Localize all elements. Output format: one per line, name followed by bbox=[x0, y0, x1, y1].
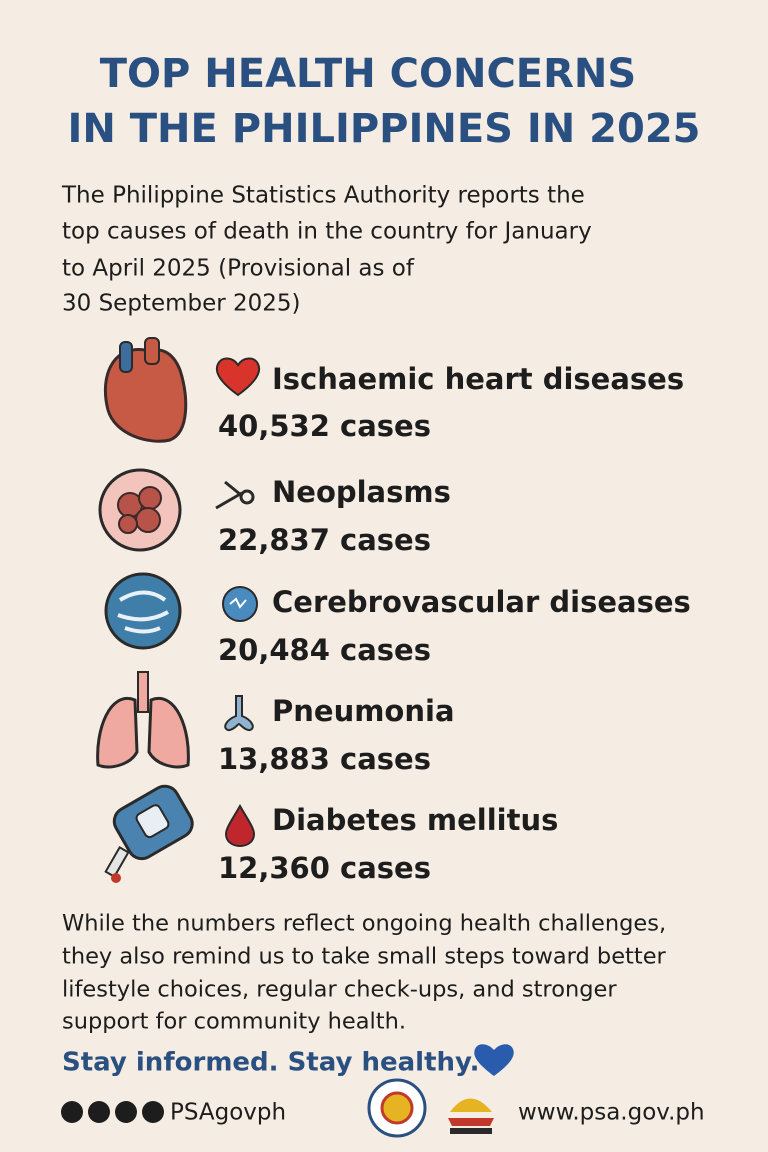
closing-line: While the numbers reflect ongoing health… bbox=[62, 911, 666, 937]
lungs-illustration bbox=[96, 671, 190, 769]
item-name: Neoplasms bbox=[272, 475, 451, 509]
closing-line: lifestyle choices, regular check-ups, an… bbox=[62, 977, 617, 1003]
title-line: TOP HEALTH CONCERNS bbox=[100, 51, 636, 97]
heart-icon bbox=[215, 357, 261, 397]
item-cases: 40,532 cases bbox=[218, 409, 431, 443]
drop-icon bbox=[224, 803, 256, 848]
glucometer-illustration bbox=[104, 784, 194, 883]
intro-line: to April 2025 (Provisional as of bbox=[62, 256, 415, 282]
item-name: Ischaemic heart diseases bbox=[272, 362, 684, 396]
item-cases: 20,484 cases bbox=[218, 633, 431, 667]
item-cases: 12,360 cases bbox=[218, 851, 431, 885]
heart-icon bbox=[474, 1044, 514, 1076]
social-handle: PSAgovph bbox=[170, 1100, 286, 1126]
intro-line: The Philippine Statistics Authority repo… bbox=[61, 183, 585, 209]
closing-line: they also remind us to take small steps … bbox=[62, 944, 667, 970]
neoplasm-illustration bbox=[98, 468, 182, 552]
website: www.psa.gov.ph bbox=[518, 1100, 705, 1126]
intro-line: 30 September 2025) bbox=[62, 291, 301, 317]
item-name: Cerebrovascular diseases bbox=[272, 585, 691, 619]
brain-icon bbox=[222, 586, 258, 622]
scissors-icon bbox=[215, 480, 255, 510]
lung-icon bbox=[224, 695, 254, 732]
cerebrovascular-illustration bbox=[104, 572, 182, 650]
item-name: Diabetes mellitus bbox=[272, 803, 558, 837]
social-icons bbox=[61, 1101, 164, 1123]
heart-illustration bbox=[103, 337, 188, 443]
closing-line: support for community health. bbox=[62, 1009, 406, 1035]
item-cases: 13,883 cases bbox=[218, 742, 431, 776]
title-line: IN THE PHILIPPINES IN 2025 bbox=[67, 106, 700, 152]
bagong-pilipinas-logo bbox=[448, 1098, 494, 1134]
item-cases: 22,837 cases bbox=[218, 523, 431, 557]
intro-line: top causes of death in the country for J… bbox=[62, 219, 592, 245]
psa-logo bbox=[367, 1078, 427, 1138]
tagline: Stay informed. Stay healthy. bbox=[62, 1048, 479, 1078]
item-name: Pneumonia bbox=[272, 694, 455, 728]
